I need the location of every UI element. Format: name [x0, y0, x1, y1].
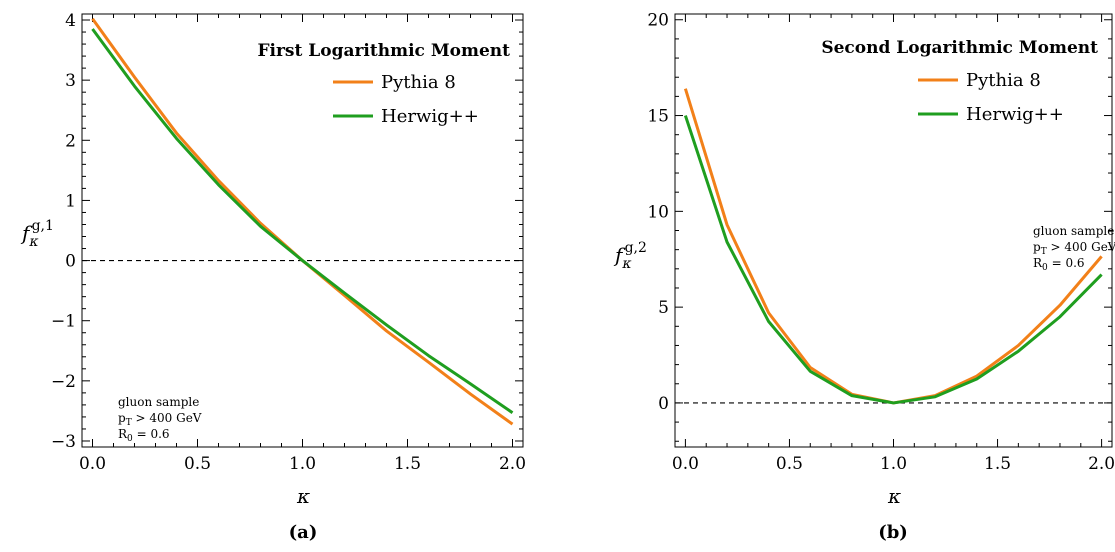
y-tick-label: 2: [65, 131, 76, 151]
x-axis-label: κ: [887, 484, 901, 508]
panel-caption: (b): [878, 522, 908, 543]
y-tick-label: 5: [658, 298, 669, 318]
annotation-pt: pT > 400 GeV: [1033, 240, 1115, 257]
y-tick-label: 3: [65, 71, 76, 91]
x-tick-label: 0.5: [184, 454, 211, 474]
y-tick-label: −3: [51, 432, 76, 452]
series-line-herwig: [683, 115, 1103, 405]
y-tick-label: −1: [51, 312, 76, 332]
chart-panel-a: 0.0 0.5 1.0 1.5 2.0 −3 −2 −1 0 1 2 3 4 First Logarith…: [20, 11, 526, 543]
annotation-r0: R0 = 0.6: [1033, 256, 1085, 273]
legend-label: Herwig++: [381, 106, 479, 127]
annotation-sample: gluon sample: [1033, 224, 1114, 238]
legend-label: Herwig++: [966, 104, 1064, 125]
y-tick-label: 0: [658, 394, 669, 414]
x-tick-label: 1.0: [289, 454, 316, 474]
y-tick-label: 20: [647, 11, 669, 31]
x-axis-label: κ: [296, 484, 310, 508]
chart-title: First Logarithmic Moment: [257, 41, 510, 61]
chart-title: Second Logarithmic Moment: [821, 38, 1098, 58]
x-tick-label: 0.5: [776, 454, 803, 474]
annotation-pt: pT > 400 GeV: [118, 411, 202, 428]
x-tick-label: 1.5: [984, 454, 1011, 474]
x-tick-label: 1.5: [394, 454, 421, 474]
y-tick-label: 4: [65, 11, 76, 31]
annotation-sample: gluon sample: [118, 395, 199, 409]
y-tick-label: 15: [647, 107, 669, 127]
x-tick-label: 1.0: [880, 454, 907, 474]
x-tick-label: 2.0: [499, 454, 526, 474]
x-tick-label: 2.0: [1088, 454, 1115, 474]
x-tick-label: 0.0: [79, 454, 106, 474]
y-axis-label: fκg,1: [20, 218, 54, 250]
legend-label: Pythia 8: [966, 70, 1041, 91]
y-tick-label: 0: [65, 252, 76, 272]
y-tick-label: 1: [65, 191, 76, 211]
y-axis-label: fκg,2: [613, 240, 647, 272]
annotation-r0: R0 = 0.6: [118, 427, 170, 444]
y-tick-label: 10: [647, 202, 669, 222]
y-tick-label: −2: [51, 372, 76, 392]
chart-panel-b: 0.0 0.5 1.0 1.5 2.0 0 5 10 15 20 Second Logarithmi…: [613, 11, 1115, 543]
legend-label: Pythia 8: [381, 72, 456, 93]
panel-caption: (a): [289, 522, 318, 543]
series-line-herwig: [91, 28, 514, 414]
x-tick-label: 0.0: [672, 454, 699, 474]
